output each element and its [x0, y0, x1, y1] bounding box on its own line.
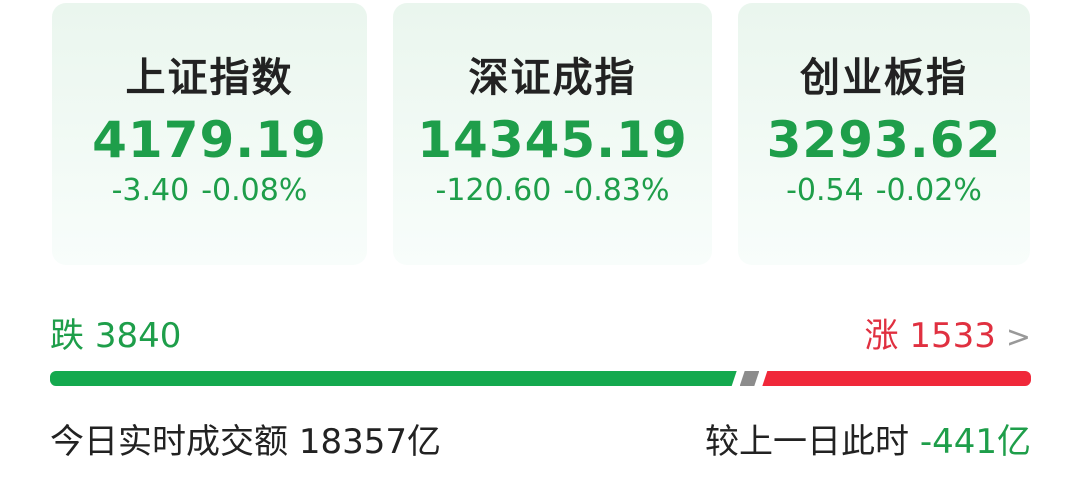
index-pct: -0.83% — [563, 173, 670, 208]
index-card-shanghai[interactable]: 上证指数 4179.19 -3.40 -0.08% — [52, 3, 367, 265]
index-price: 4179.19 — [92, 111, 327, 169]
index-change: -120.60 — [435, 173, 552, 208]
index-change: -0.54 — [786, 173, 864, 208]
index-pct: -0.08% — [201, 173, 308, 208]
compare-label: 较上一日此时 — [705, 422, 910, 462]
turnover-value: 18357亿 — [298, 422, 441, 462]
index-card-chinext[interactable]: 创业板指 3293.62 -0.54 -0.02% — [738, 3, 1030, 265]
index-name: 深证成指 — [468, 55, 637, 101]
index-name: 创业板指 — [800, 55, 968, 101]
index-card-shenzhen[interactable]: 深证成指 14345.19 -120.60 -0.83% — [393, 3, 712, 265]
chevron-right-icon[interactable]: > — [1005, 320, 1031, 355]
rise-count: 涨 1533 > — [865, 308, 1031, 357]
rise-label: 涨 — [864, 316, 899, 356]
index-pct: -0.02% — [875, 173, 982, 208]
fall-label: 跌 — [50, 316, 84, 356]
compare-value: -441亿 — [919, 422, 1031, 462]
fall-bar — [50, 371, 737, 386]
index-price: 14345.19 — [417, 111, 688, 169]
turnover-label: 今日实时成交额 — [50, 422, 288, 462]
fall-count: 跌 3840 — [50, 308, 181, 357]
fall-value: 3840 — [94, 316, 182, 356]
rise-value: 1533 — [909, 316, 996, 356]
index-name: 上证指数 — [125, 55, 294, 101]
flat-bar — [740, 371, 760, 386]
index-price: 3293.62 — [766, 111, 1002, 169]
index-change: -3.40 — [111, 173, 190, 208]
rise-bar — [762, 371, 1031, 386]
